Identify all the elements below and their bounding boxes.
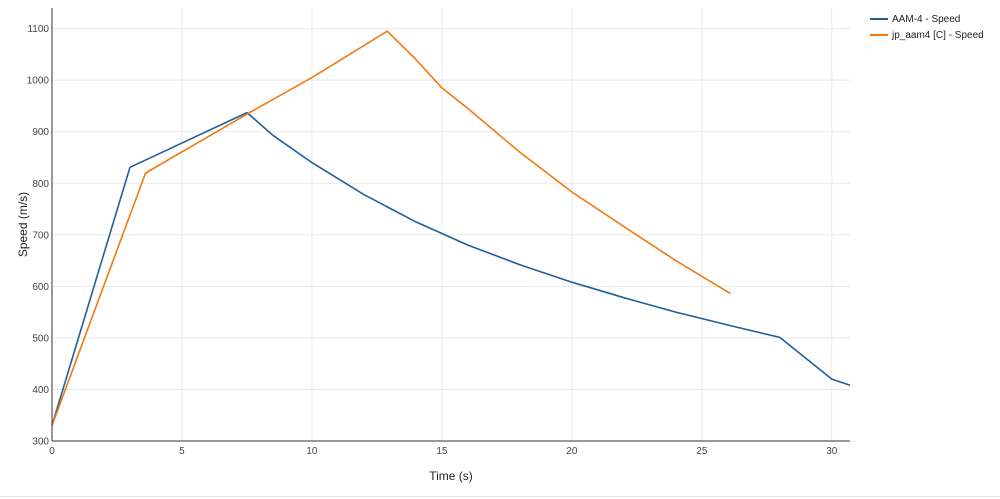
axes — [51, 8, 850, 442]
y-tick-label: 300 — [32, 437, 49, 448]
series-line-1 — [51, 30, 731, 426]
legend-swatch-jp-aam4 — [870, 34, 888, 36]
bottom-divider — [0, 496, 1000, 497]
y-tick-label: 800 — [32, 179, 49, 190]
y-tick-label: 400 — [32, 385, 49, 396]
series-line-0 — [51, 111, 851, 426]
legend: AAM-4 - Speed jp_aam4 [C] - Speed — [870, 11, 984, 43]
x-tick-label: 30 — [826, 446, 838, 457]
tick-labels: 300 400 500 600 700 800 900 1000 1100 0 5 10 15 20 25 3… — [27, 24, 838, 457]
legend-item-aam4[interactable]: AAM-4 - Speed — [870, 11, 984, 27]
legend-item-jp-aam4[interactable]: jp_aam4 [C] - Speed — [870, 27, 984, 43]
y-tick-label: 1000 — [27, 76, 50, 87]
x-tick-label: 20 — [566, 446, 578, 457]
y-tick-label: 600 — [32, 282, 49, 293]
legend-label-aam4: AAM-4 - Speed — [892, 13, 961, 25]
grid-lines — [51, 8, 850, 442]
x-tick-label: 10 — [306, 446, 318, 457]
x-axis-title: Time (s) — [429, 469, 473, 483]
legend-label-jp-aam4: jp_aam4 [C] - Speed — [892, 29, 984, 41]
y-tick-label: 1100 — [27, 24, 49, 35]
series-lines — [51, 30, 851, 426]
x-tick-label: 0 — [49, 446, 55, 457]
x-tick-label: 15 — [436, 446, 448, 457]
y-axis-title: Speed (m/s) — [16, 192, 30, 257]
y-tick-label: 700 — [32, 230, 49, 241]
y-tick-label: 900 — [32, 127, 49, 138]
x-tick-label: 25 — [696, 446, 708, 457]
y-tick-label: 500 — [32, 333, 49, 344]
legend-swatch-aam4 — [870, 18, 888, 20]
x-tick-label: 5 — [179, 446, 185, 457]
